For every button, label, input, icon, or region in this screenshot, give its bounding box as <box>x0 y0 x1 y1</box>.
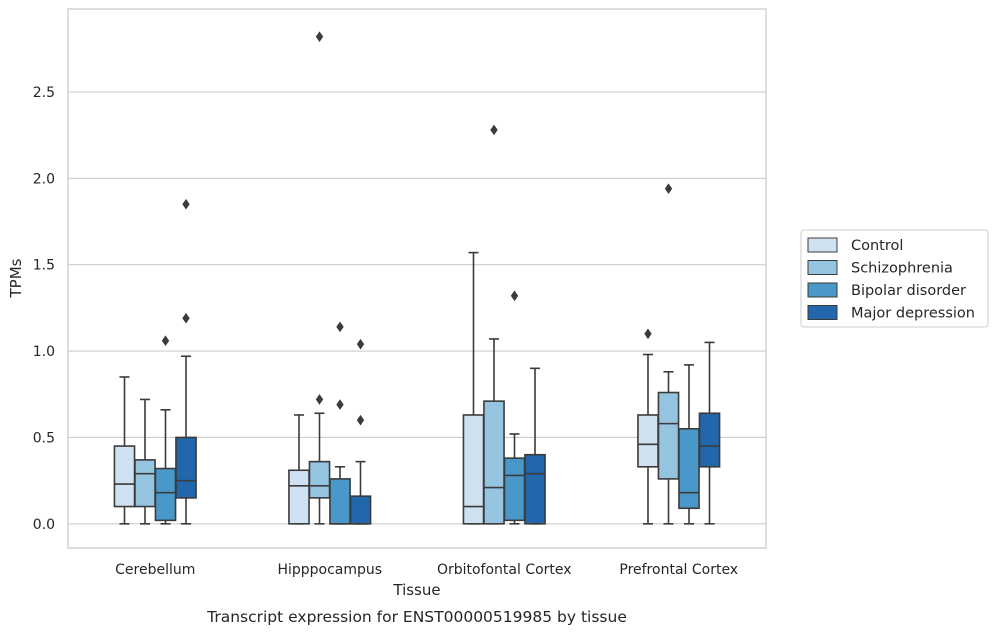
outlier-point <box>644 328 652 340</box>
box-4-1 <box>175 198 197 525</box>
outlier-point <box>161 335 170 346</box>
x-axis-ticks: Cerebellum Hipppocampus Orbitofontal Corte… <box>115 562 738 578</box>
y-tick-label: 0.5 <box>33 430 55 446</box>
x-axis-title: Tissue <box>392 581 440 599</box>
legend-label: Control <box>851 238 903 254</box>
box-body <box>657 391 680 480</box>
box-4-4 <box>698 341 721 525</box>
box-4-3 <box>524 367 546 525</box>
box-body <box>154 467 177 522</box>
outlier-point <box>510 290 519 302</box>
x-tick-label: Prefrontal Cortex <box>619 562 738 578</box>
outlier-point <box>664 183 673 194</box>
outlier-point <box>315 394 324 405</box>
y-tick-label: 0.0 <box>33 517 55 533</box>
box-3-2 <box>329 321 351 525</box>
outlier-point <box>336 399 344 410</box>
legend-label: Major depression <box>851 306 975 322</box>
y-axis-ticks: 0.0 0.5 1.0 1.5 2.0 2.5 <box>33 85 55 533</box>
box-body <box>503 457 526 522</box>
box-body <box>288 469 310 525</box>
box-3-4 <box>678 364 700 525</box>
outlier-point <box>356 338 365 350</box>
box-body <box>349 495 372 525</box>
y-axis-title: TPMs <box>7 258 25 298</box>
legend-swatch <box>807 282 838 298</box>
plot-frame <box>67 8 767 549</box>
legend-frame <box>800 229 989 328</box>
box-body <box>329 478 351 525</box>
box-4-2 <box>349 338 372 525</box>
outlier-point <box>336 321 344 333</box>
box-body <box>678 427 700 510</box>
legend-swatch <box>807 237 838 253</box>
chart-caption: Transcript expression for ENST0000051998… <box>206 608 627 626</box>
legend-swatch <box>807 305 838 320</box>
box-2-3 <box>483 124 505 525</box>
legend-label: Bipolar disorder <box>851 283 966 299</box>
legend-label: Schizophrenia <box>851 261 953 277</box>
box-1-3 <box>462 251 485 525</box>
box-body <box>134 459 156 508</box>
x-tick-label: Orbitofontal Cortex <box>437 562 572 578</box>
y-tick-label: 2.5 <box>33 85 55 101</box>
box-body <box>698 412 721 468</box>
legend: Control Schizophrenia Bipolar disorder Majo… <box>800 229 989 328</box>
box-3-3 <box>503 290 526 525</box>
outlier-point <box>182 198 190 210</box>
box-1-4 <box>637 328 659 525</box>
box-body <box>175 436 197 499</box>
outlier-point <box>182 312 190 324</box>
y-tick-label: 1.0 <box>33 344 55 360</box>
box-body <box>113 445 136 508</box>
box-body <box>308 460 331 499</box>
box-body <box>524 453 546 525</box>
box-body <box>462 414 485 525</box>
outlier-point <box>315 31 324 42</box>
outlier-point <box>490 124 498 136</box>
box-1-2 <box>288 414 310 525</box>
x-tick-label: Cerebellum <box>115 562 195 578</box>
y-tick-label: 1.5 <box>33 258 55 274</box>
x-tick-label: Hipppocampus <box>277 562 382 578</box>
box-body <box>483 400 505 525</box>
box-1-1 <box>113 376 136 525</box>
box-body <box>637 414 659 468</box>
box-2-1 <box>134 398 156 525</box>
y-tick-label: 2.0 <box>33 171 55 187</box>
box-2-2 <box>308 31 331 525</box>
box-groups <box>113 31 721 525</box>
legend-swatch <box>807 260 838 275</box>
outlier-point <box>356 414 365 426</box>
